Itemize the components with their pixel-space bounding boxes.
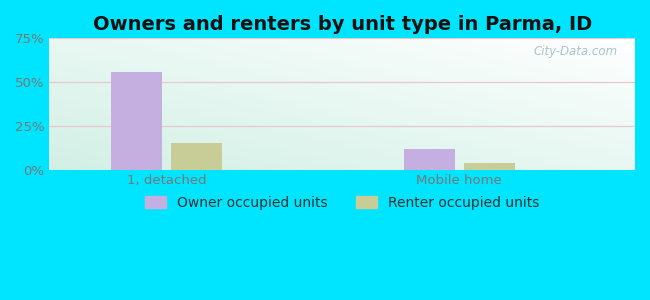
Bar [463, 163, 515, 170]
Title: Owners and renters by unit type in Parma, ID: Owners and renters by unit type in Parma… [92, 15, 592, 34]
Text: City-Data.com: City-Data.com [533, 45, 618, 58]
Bar [404, 148, 455, 170]
Legend: Owner occupied units, Renter occupied units: Owner occupied units, Renter occupied un… [140, 190, 545, 215]
Bar [111, 72, 162, 170]
Bar [171, 143, 222, 170]
